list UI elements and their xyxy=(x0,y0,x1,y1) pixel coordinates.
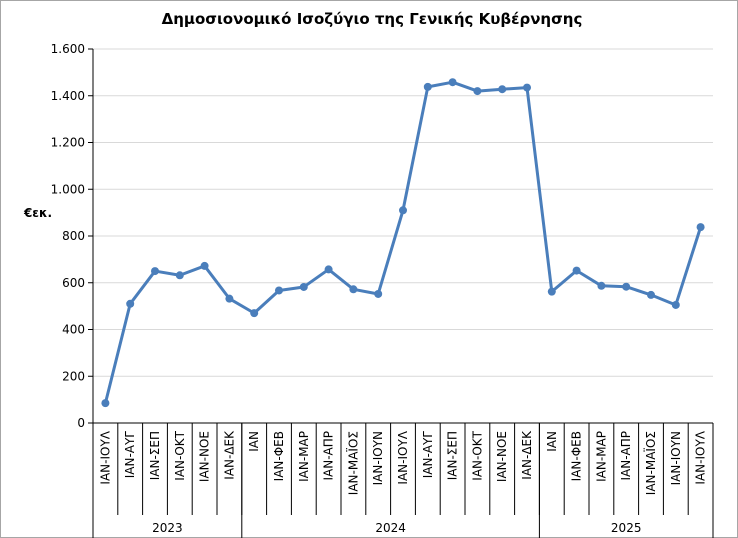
x-tick-label: ΙΑΝ-ΙΟΥΛ xyxy=(98,430,112,484)
x-tick-label: ΙΑΝ-ΝΟΕ xyxy=(198,431,212,482)
data-point xyxy=(175,271,184,280)
x-tick-label: ΙΑΝ-ΣΕΠ xyxy=(148,431,162,480)
data-point xyxy=(250,309,259,318)
data-point xyxy=(374,289,383,298)
data-point xyxy=(498,85,507,94)
y-tick-label: 1.400 xyxy=(51,89,85,103)
data-point xyxy=(572,266,581,275)
x-tick-label: ΙΑΝ-ΟΚΤ xyxy=(470,430,484,480)
data-point xyxy=(473,87,482,96)
x-tick-label: ΙΑΝ-ΙΟΥΛ xyxy=(694,430,708,484)
x-tick-label: ΙΑΝ-ΑΠΡ xyxy=(619,431,633,481)
y-tick-label: 800 xyxy=(62,229,85,243)
x-tick-label: ΙΑΝ-ΜΑΡ xyxy=(297,431,311,482)
y-tick-label: 0 xyxy=(77,416,85,430)
y-axis-label: €εκ. xyxy=(23,206,52,220)
group-label: 2024 xyxy=(375,521,406,535)
x-tick-label: ΙΑΝ-ΔΕΚ xyxy=(520,430,534,480)
data-point xyxy=(324,265,333,274)
data-point xyxy=(622,282,631,291)
x-tick-label: ΙΑΝ-ΦΕΒ xyxy=(570,431,584,481)
data-point xyxy=(423,82,432,91)
data-point xyxy=(126,299,135,308)
x-tick-label: ΙΑΝ-ΝΟΕ xyxy=(495,431,509,482)
x-tick-label: ΙΑΝ-ΟΚΤ xyxy=(173,430,187,480)
data-point xyxy=(349,285,358,294)
data-point xyxy=(671,300,680,309)
y-tick-label: 1.000 xyxy=(51,182,85,196)
data-point xyxy=(523,83,531,92)
x-tick-label: ΙΑΝ-ΙΟΥΛ xyxy=(396,430,410,484)
x-tick-label: ΙΑΝ-ΙΟΥΝ xyxy=(371,431,385,485)
x-tick-label: ΙΑΝ-ΑΥΓ xyxy=(123,431,137,479)
x-tick-label: ΙΑΝ xyxy=(545,431,559,452)
y-tick-label: 400 xyxy=(62,323,85,337)
data-point xyxy=(399,206,407,215)
data-point xyxy=(647,290,655,299)
data-point xyxy=(151,267,159,276)
data-point xyxy=(275,286,283,295)
x-tick-label: ΙΑΝ-ΙΟΥΝ xyxy=(669,431,683,485)
x-tick-label: ΙΑΝ xyxy=(247,431,261,452)
data-point xyxy=(200,261,209,270)
group-label: 2025 xyxy=(611,521,642,535)
x-tick-label: ΙΑΝ-ΑΥΓ xyxy=(421,431,435,479)
data-point xyxy=(597,281,606,290)
y-tick-label: 600 xyxy=(62,276,85,290)
data-point xyxy=(225,294,234,303)
data-point xyxy=(696,223,705,232)
y-tick-label: 1.600 xyxy=(51,42,85,56)
x-tick-label: ΙΑΝ-ΜΑΪΟΣ xyxy=(345,431,360,495)
data-point xyxy=(101,399,110,408)
group-label: 2023 xyxy=(152,521,183,535)
x-tick-label: ΙΑΝ-ΜΑΪΟΣ xyxy=(643,431,658,495)
y-tick-label: 200 xyxy=(62,369,85,383)
chart-title: Δημοσιονομικό Ισοζύγιο της Γενικής Κυβέρ… xyxy=(162,10,583,28)
data-point xyxy=(547,287,556,296)
x-tick-label: ΙΑΝ-ΑΠΡ xyxy=(322,431,336,481)
data-point xyxy=(448,78,457,87)
y-tick-label: 1.200 xyxy=(51,136,85,150)
x-tick-label: ΙΑΝ-ΔΕΚ xyxy=(222,430,236,480)
x-tick-label: ΙΑΝ-ΜΑΡ xyxy=(594,431,608,482)
x-tick-label: ΙΑΝ-ΣΕΠ xyxy=(446,431,460,480)
data-point xyxy=(299,282,308,291)
x-tick-label: ΙΑΝ-ΦΕΒ xyxy=(272,431,286,481)
